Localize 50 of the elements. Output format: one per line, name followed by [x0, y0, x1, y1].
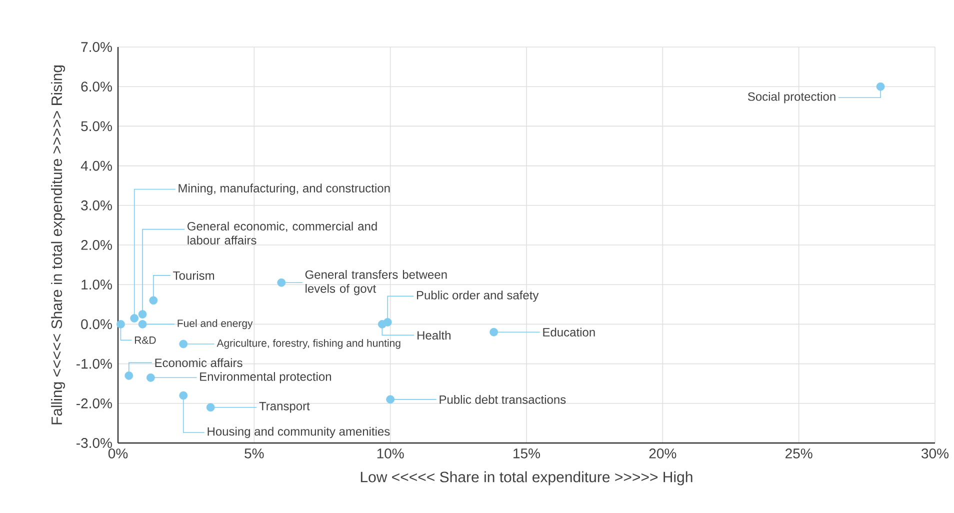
point	[179, 340, 188, 348]
point	[149, 296, 158, 305]
point	[146, 373, 155, 382]
annotation: Social protection	[748, 92, 836, 104]
x-tick-label: 5%	[244, 448, 264, 458]
point	[138, 310, 147, 318]
point	[124, 371, 134, 380]
point	[138, 320, 147, 328]
y-tick-label: 7.0%	[81, 42, 112, 52]
annotation: Education	[543, 328, 595, 337]
point	[116, 320, 125, 328]
point	[386, 395, 395, 404]
x-tick-label: 10%	[377, 448, 404, 458]
annotation: Public order and safety	[417, 290, 539, 302]
y-tick-label: 3.0%	[81, 200, 112, 210]
annotation: Agriculture, forestry, fishing and hunting	[216, 339, 400, 349]
point	[378, 320, 386, 328]
annotation: Public debt transactions	[440, 395, 566, 404]
x-axis-title: Low <<<<< Share in total expenditure >>>>> High	[360, 471, 692, 486]
y-tick-label: 2.0%	[81, 240, 112, 250]
y-axis-title: Falling <<<<< Share in total expenditure >>>>> Rising	[51, 65, 66, 424]
annotation: Housing and community amenities	[208, 426, 390, 438]
annotation: Transport	[259, 402, 310, 413]
annotation: Fuel and energy	[178, 319, 253, 330]
annotation: Mining, manufacturing, and construction	[178, 184, 390, 195]
y-tick-label: -1.0%	[76, 358, 112, 369]
point	[130, 314, 139, 322]
x-tick-label: 30%	[922, 448, 949, 458]
point	[490, 328, 498, 336]
y-tick-label: 6.0%	[81, 82, 112, 92]
annotation: General economic, commercial and labour affairs	[188, 222, 377, 244]
x-tick-label: 15%	[514, 448, 540, 458]
y-tick-label: 4.0%	[80, 160, 112, 171]
x-tick-label: 20%	[649, 448, 676, 458]
annotation: Environmental protection	[200, 372, 332, 384]
y-tick-label: -3.0%	[76, 438, 112, 448]
annotation: Tourism	[173, 271, 214, 280]
y-tick-label: 5.0%	[81, 121, 112, 132]
x-tick-label: 0%	[108, 448, 128, 458]
point	[179, 391, 188, 400]
point	[876, 82, 885, 91]
y-tick-label: -2.0%	[76, 398, 112, 408]
annotation: Economic affairs	[155, 358, 242, 368]
x-tick-label: 25%	[786, 448, 812, 458]
y-tick-label: 1.0%	[82, 280, 112, 290]
point	[206, 403, 215, 412]
y-tick-label: 0.0%	[81, 319, 112, 330]
point	[277, 278, 286, 287]
annotation: R&D	[134, 336, 156, 344]
annotation: Health	[418, 330, 450, 340]
